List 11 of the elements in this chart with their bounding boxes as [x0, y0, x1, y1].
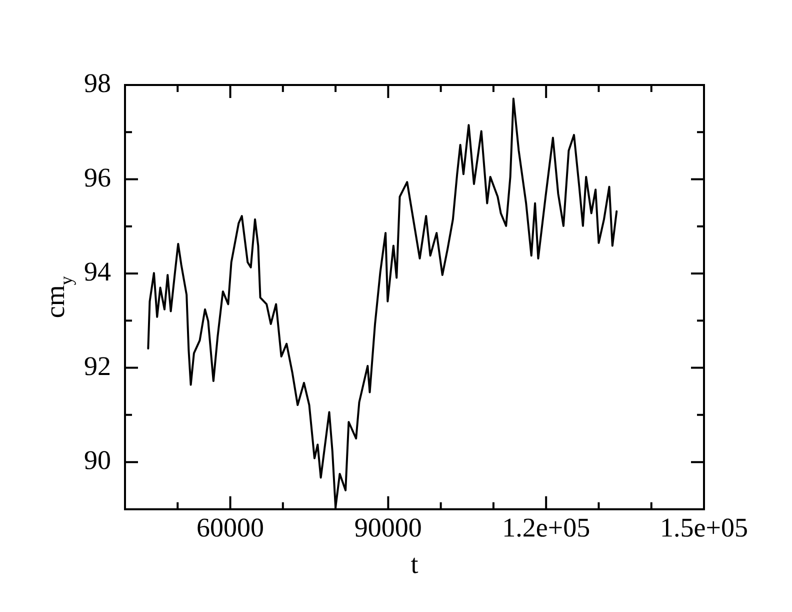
y-tick-label: 90 — [84, 445, 111, 476]
y-tick-label: 92 — [84, 350, 111, 381]
y-tick-label: 98 — [84, 68, 111, 98]
x-tick-label: 1.2e+05 — [502, 512, 590, 542]
y-axis-title: cmy — [40, 276, 76, 318]
y-tick-label: 96 — [84, 162, 111, 192]
x-tick-label: 1.5e+05 — [660, 512, 748, 542]
x-axis-title: t — [410, 548, 419, 579]
y-tick-label: 94 — [84, 256, 112, 287]
x-tick-label: 90000 — [354, 512, 422, 542]
x-tick-label: 60000 — [196, 512, 264, 542]
